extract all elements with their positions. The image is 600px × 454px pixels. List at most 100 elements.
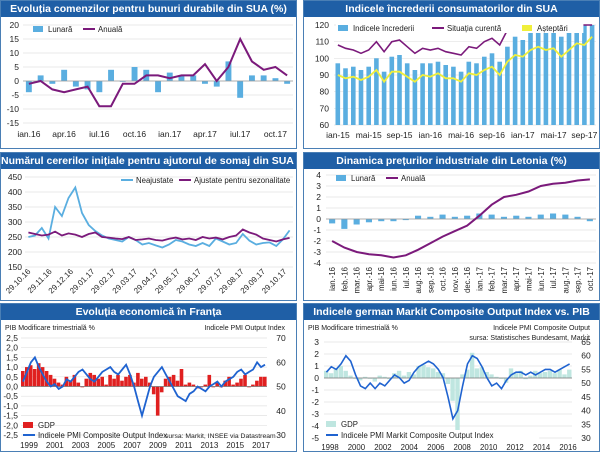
bar-gdp (406, 372, 412, 378)
bar-gdp (382, 376, 387, 378)
y-tick-label: 450 (8, 172, 22, 182)
bar-monthly (513, 215, 520, 219)
y-right-tick-label: 60 (581, 351, 591, 361)
x-tick-label: apr.-16 (365, 267, 374, 291)
bar-gdp (465, 369, 470, 378)
x-tick-label: sep.-16 (426, 267, 435, 293)
x-tick-label: oct.-16 (439, 267, 448, 291)
x-tick-label: oct.-17 (586, 267, 595, 291)
x-tick-label: oct.17 (264, 129, 287, 139)
bar-monthly (61, 69, 68, 81)
x-tick-label: 2015 (226, 441, 244, 450)
x-tick-label: 2016 (559, 443, 576, 451)
y-tick-label: 120 (315, 20, 329, 30)
bar-gdp (552, 373, 557, 378)
x-tick-label: iul.16 (89, 129, 110, 139)
bar-monthly (284, 81, 291, 84)
y-tick-label: 70 (320, 103, 330, 113)
bar-gdp (120, 380, 124, 387)
bar-gdp (199, 386, 204, 388)
legend-label: GDP (341, 420, 358, 429)
bar-monthly (488, 214, 495, 219)
y-tick-label: 2,5 (6, 333, 18, 343)
left-axis-title: PIB Modificare trimestrială % (308, 325, 398, 332)
legend-swatch (326, 421, 336, 427)
left-axis-title: PIB Modificare trimestrială % (5, 325, 95, 332)
bar-gdp (358, 378, 363, 381)
x-tick-label: mar.-16 (353, 267, 362, 293)
y-tick-label: 3 (316, 181, 321, 191)
bar-monthly (464, 215, 471, 219)
bar-gdp (343, 370, 348, 378)
y-tick-label: 80 (320, 87, 330, 97)
bar-gdp (112, 378, 116, 387)
bar-monthly (119, 81, 126, 82)
bar-gdp (80, 386, 85, 388)
x-tick-label: sep.-17 (574, 267, 583, 293)
bar-gdp (484, 372, 489, 378)
bar-gdp (235, 382, 239, 387)
bar-gdp (108, 374, 112, 387)
x-tick-label: ian.-16 (328, 267, 337, 291)
bar-gdp (416, 366, 421, 378)
bar-gdp (124, 376, 128, 387)
chart-title: Evoluția comenzilor pentru bunuri durabi… (1, 1, 296, 17)
y-right-tick-label: 30 (581, 433, 591, 443)
bar-confidence-index (389, 56, 395, 126)
y-tick-label: 0 (314, 373, 319, 383)
bar-gdp (377, 375, 382, 378)
y-tick-label: -15 (7, 118, 20, 128)
bar-monthly (49, 81, 56, 84)
bar-monthly (37, 75, 44, 81)
y-tick-label: -2 (313, 236, 321, 246)
y-tick-label: 350 (8, 202, 22, 212)
bar-gdp (362, 376, 368, 378)
legend-bg (520, 23, 584, 33)
x-tick-label: aug.-17 (561, 267, 570, 293)
y-tick-label: 150 (8, 262, 22, 272)
bar-gdp (76, 382, 81, 387)
bar-gdp (542, 372, 548, 378)
bar-gdp (455, 378, 460, 432)
bar-gdp (243, 374, 247, 387)
bar-monthly (329, 219, 336, 224)
x-tick-label: ian-15 (326, 130, 350, 140)
bar-gdp (163, 378, 168, 387)
bar-monthly (525, 216, 532, 219)
line-pmi (22, 355, 266, 419)
legend-bg (430, 23, 526, 33)
y-tick-label: 1 (314, 361, 319, 371)
y-tick-label: -0,5 (3, 391, 18, 401)
bar-gdp (183, 384, 188, 387)
bar-monthly (586, 219, 593, 222)
bar-gdp (499, 378, 504, 379)
y-tick-label: 5 (14, 62, 19, 72)
y-right-tick-label: 70 (276, 333, 286, 343)
bar-gdp (32, 369, 37, 387)
bar-confidence-index (482, 56, 487, 126)
bar-monthly (225, 61, 232, 81)
bar-gdp (567, 369, 572, 378)
bar-gdp (255, 380, 259, 387)
bar-confidence-index (520, 40, 526, 125)
y-tick-label: -3 (311, 409, 319, 419)
bar-gdp (148, 382, 152, 387)
bar-gdp (324, 370, 329, 378)
y-tick-label: -3 (313, 247, 321, 257)
bar-confidence-index (543, 30, 549, 125)
bar-gdp (96, 378, 100, 387)
y-tick-label: 1 (316, 203, 321, 213)
y-tick-label: 250 (8, 232, 22, 242)
bar-monthly (402, 219, 409, 221)
x-tick-label: 2000 (348, 443, 366, 451)
x-tick-label: 1998 (321, 443, 338, 451)
x-tick-label: apr.16 (52, 129, 76, 139)
x-tick-label: feb.-17 (488, 267, 497, 291)
bar-gdp (513, 373, 518, 378)
bar-monthly (25, 81, 32, 93)
y-tick-label: 4 (316, 170, 321, 180)
x-tick-label: apr.-17 (512, 267, 521, 291)
bar-gdp (333, 368, 339, 378)
